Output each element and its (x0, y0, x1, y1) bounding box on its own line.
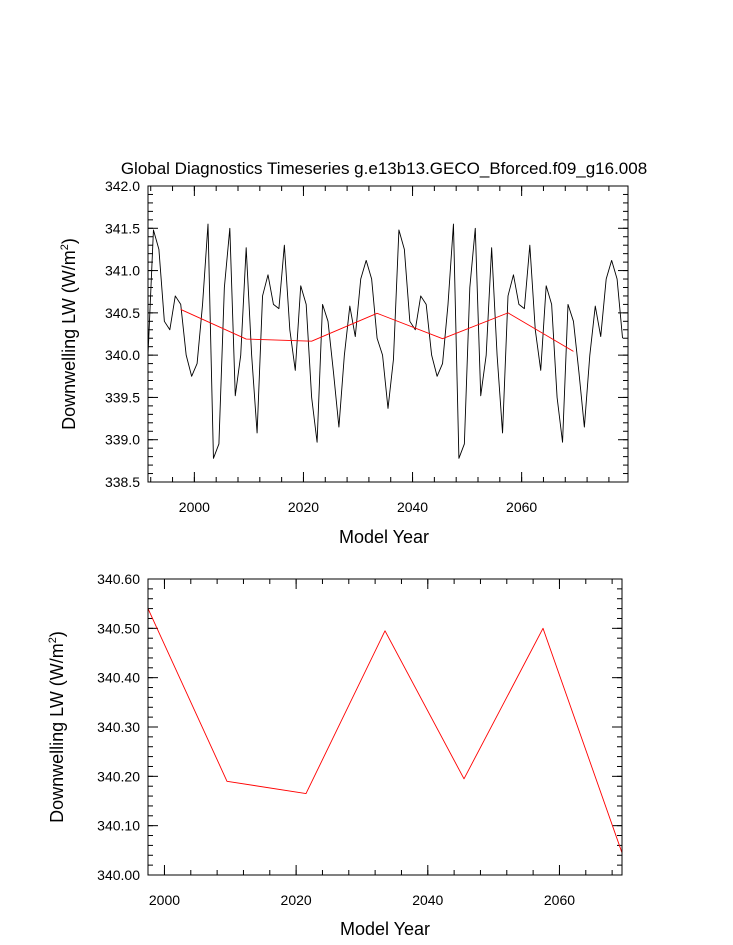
y-tick-label: 340.0 (105, 347, 140, 363)
top-chart-series (147, 223, 623, 459)
x-tick-label: 2040 (397, 499, 428, 515)
y-tick-label: 342.0 (105, 178, 140, 194)
y-tick-label: 340.50 (97, 620, 140, 636)
y-tick-label: 340.20 (97, 768, 140, 784)
y-tick-label: 339.0 (105, 432, 140, 448)
annual-series-line (147, 223, 623, 459)
x-tick-label: 2000 (179, 499, 210, 515)
bottom-chart-y-axis-label: Downwelling LW (W/m2) (47, 631, 67, 823)
y-tick-label: 340.10 (97, 818, 140, 834)
x-tick-label: 2060 (544, 892, 575, 908)
top-chart-x-tick-labels: 2000 2020 2040 2060 (179, 499, 538, 515)
bottom-chart-y-tick-labels: 340.00 340.10 340.20 340.30 340.40 340.50 340.… (97, 571, 140, 883)
y-tick-label: 340.60 (97, 571, 140, 587)
bottom-chart-x-axis-label: Model Year (340, 919, 430, 939)
y-tick-label: 341.0 (105, 263, 140, 279)
y-tick-label: 341.5 (105, 220, 140, 236)
bottom-chart-panel: 340.00 340.10 340.20 340.30 340.40 340.50 340.… (47, 571, 623, 939)
top-chart-panel: Global Diagnostics Timeseries g.e13b13.G… (59, 159, 647, 547)
y-tick-label: 340.40 (97, 670, 140, 686)
bottom-chart-ticks (148, 578, 622, 876)
x-tick-label: 2020 (288, 499, 319, 515)
top-chart-y-tick-labels: 338.5 339.0 339.5 340.0 340.5 341.0 341.5 342.0 (105, 178, 140, 490)
x-tick-label: 2040 (412, 892, 443, 908)
x-tick-label: 2060 (506, 499, 537, 515)
top-chart-y-axis-label: Downwelling LW (W/m2) (59, 238, 79, 430)
y-tick-label: 338.5 (105, 474, 140, 490)
decadal-series-line (180, 309, 574, 352)
top-chart-x-axis-label: Model Year (339, 527, 429, 547)
top-chart-frame (147, 185, 629, 483)
x-tick-label: 2000 (149, 892, 180, 908)
x-tick-label: 2020 (281, 892, 312, 908)
y-tick-label: 339.5 (105, 389, 140, 405)
top-chart-ticks (148, 185, 628, 483)
y-tick-label: 340.5 (105, 305, 140, 321)
bottom-chart-series (147, 608, 623, 853)
y-tick-label: 340.00 (97, 867, 140, 883)
chart-title: Global Diagnostics Timeseries g.e13b13.G… (121, 159, 647, 178)
y-tick-label: 340.30 (97, 719, 140, 735)
bottom-chart-x-tick-labels: 2000 2020 2040 2060 (149, 892, 575, 908)
decadal-series-line (147, 608, 623, 853)
bottom-chart-frame (147, 578, 623, 876)
